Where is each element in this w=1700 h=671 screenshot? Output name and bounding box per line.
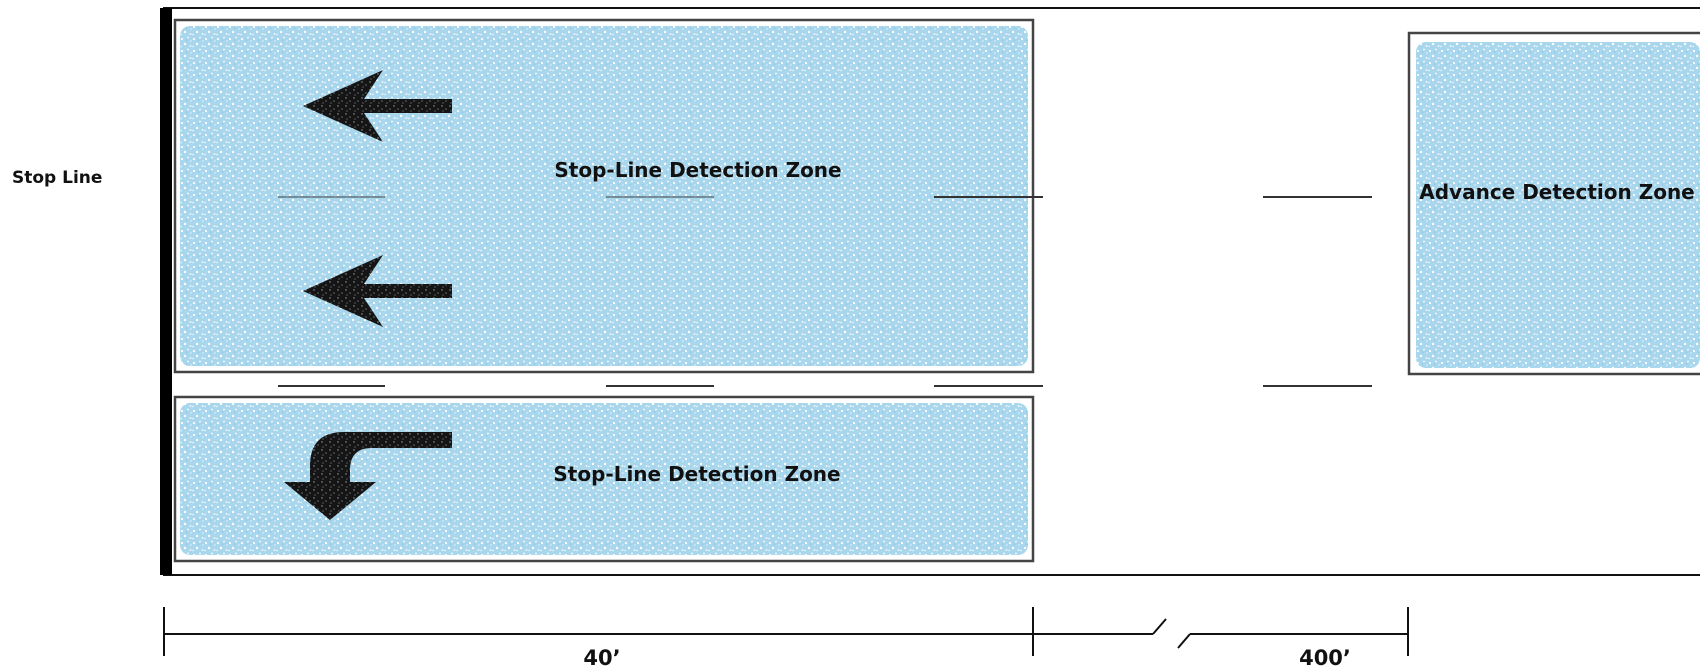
stop-line-zone-bottom-label: Stop-Line Detection Zone [553,462,841,486]
left-turn-arrow-icon [284,432,452,520]
stop-line-zone-top-label: Stop-Line Detection Zone [554,158,842,182]
dimension-40ft-label: 40’ [583,646,621,670]
advance-detection-zone [1407,31,1700,376]
left-arrow-icon [303,255,452,327]
advance-zone-label: Advance Detection Zone [1419,180,1695,204]
left-arrow-icon [303,70,452,142]
stop-line-zone-top [173,18,1035,374]
stop-line-label: Stop Line [12,168,103,188]
dimension-400ft-label: 400’ [1299,646,1351,670]
dimension-line [163,607,1409,656]
stop-line-bar [160,8,172,575]
